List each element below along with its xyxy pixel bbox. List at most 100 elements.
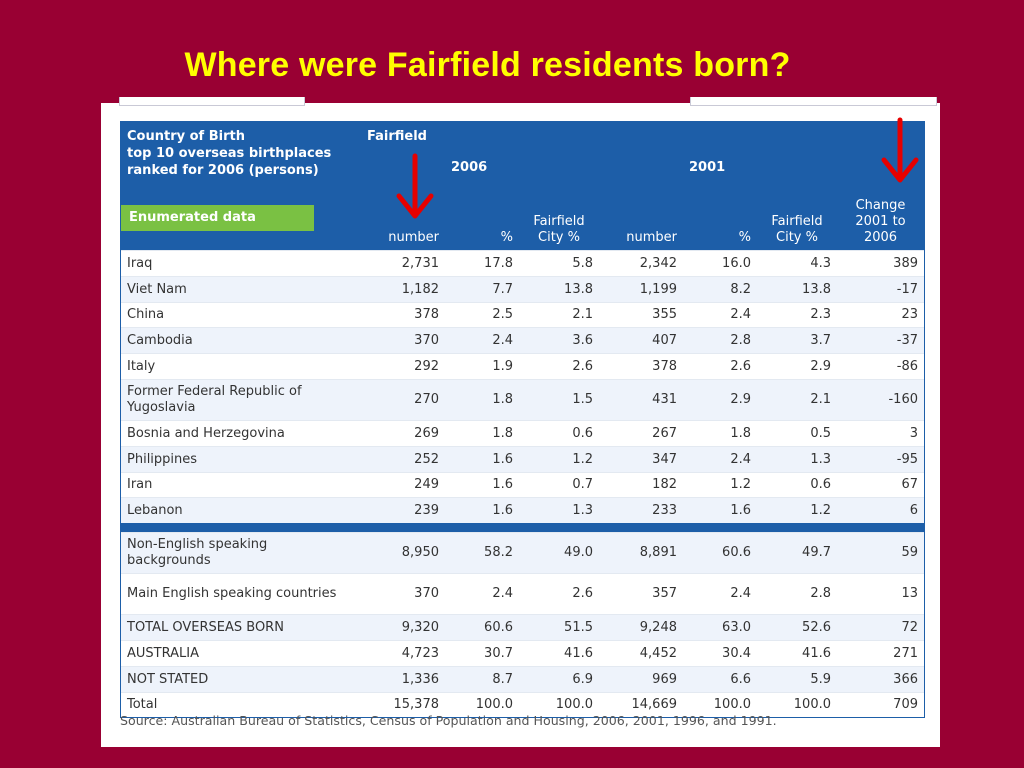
cell-c06: 41.6 [519, 639, 599, 667]
cell-c01: 100.0 [757, 691, 837, 718]
cell-c06: 1.3 [519, 497, 599, 524]
header-title: Country of Birth top 10 overseas birthpl… [121, 122, 361, 190]
cell-p06: 1.6 [445, 497, 519, 524]
cell-n06: 239 [361, 497, 445, 524]
panel-top-strip-right [690, 97, 937, 106]
cell-chg: 389 [837, 250, 924, 277]
cell-c01: 52.6 [757, 614, 837, 641]
cell-n01: 378 [599, 353, 683, 380]
cell-p01: 2.8 [683, 327, 757, 354]
header-year-2006-label: 2006 [451, 160, 488, 175]
cell-chg: 67 [837, 471, 924, 498]
cell-n01: 182 [599, 471, 683, 498]
header-title-line1: Country of Birth [127, 129, 245, 144]
table-header-top: Country of Birth top 10 overseas birthpl… [121, 122, 924, 190]
row-name: Former Federal Republic of Yugoslavia [121, 378, 361, 421]
cell-c06: 100.0 [519, 691, 599, 718]
header-area: Fairfield [361, 122, 445, 190]
cell-c06: 51.5 [519, 614, 599, 641]
cell-p06: 1.8 [445, 378, 519, 421]
cell-p01: 1.6 [683, 497, 757, 524]
cell-c01: 3.7 [757, 327, 837, 354]
cell-p06: 1.6 [445, 471, 519, 498]
cell-n06: 9,320 [361, 614, 445, 641]
cell-c06: 6.9 [519, 665, 599, 693]
cell-n06: 252 [361, 445, 445, 473]
table-row: Total 15,378 100.0 100.0 14,669 100.0 100.0 709 [121, 691, 924, 718]
cell-p01: 2.4 [683, 445, 757, 473]
cell-p06: 8.7 [445, 665, 519, 693]
cell-c01: 4.3 [757, 250, 837, 277]
cell-chg: 3 [837, 419, 924, 447]
cell-chg: -17 [837, 275, 924, 303]
table-row: China 378 2.5 2.1 355 2.4 2.3 23 [121, 301, 924, 328]
cell-p06: 17.8 [445, 250, 519, 277]
row-name: Viet Nam [121, 275, 361, 303]
cell-n06: 1,336 [361, 665, 445, 693]
cell-n01: 233 [599, 497, 683, 524]
table-row: Main English speaking countries 370 2.4 2.6… [121, 573, 924, 615]
cell-c06: 2.6 [519, 573, 599, 615]
table-row: NOT STATED 1,336 8.7 6.9 969 6.6 5.9 366 [121, 665, 924, 693]
cell-p01: 63.0 [683, 614, 757, 641]
table-row: Former Federal Republic of Yugoslavia 270… [121, 378, 924, 421]
row-name: Total [121, 691, 361, 718]
cell-c06: 2.1 [519, 301, 599, 328]
source-note: Source: Australian Bureau of Statistics,… [120, 713, 777, 728]
cell-n06: 370 [361, 573, 445, 615]
header-badge-cell: Enumerated data [121, 190, 361, 251]
cell-p06: 1.6 [445, 445, 519, 473]
cell-n06: 370 [361, 327, 445, 354]
cell-n01: 4,452 [599, 639, 683, 667]
cell-p06: 7.7 [445, 275, 519, 303]
cell-n01: 431 [599, 378, 683, 421]
cell-n01: 357 [599, 573, 683, 615]
cell-p01: 1.8 [683, 419, 757, 447]
row-name: Cambodia [121, 327, 361, 354]
cell-chg: 271 [837, 639, 924, 667]
table-row: Iraq 2,731 17.8 5.8 2,342 16.0 4.3 389 [121, 250, 924, 277]
table-panel: Country of Birth top 10 overseas birthpl… [101, 97, 940, 747]
cell-c06: 13.8 [519, 275, 599, 303]
cell-p01: 2.6 [683, 353, 757, 380]
cell-p01: 6.6 [683, 665, 757, 693]
cell-c01: 0.6 [757, 471, 837, 498]
cell-chg: 709 [837, 691, 924, 718]
cell-n06: 8,950 [361, 532, 445, 574]
row-name: AUSTRALIA [121, 639, 361, 667]
cell-p01: 1.2 [683, 471, 757, 498]
cell-c01: 1.2 [757, 497, 837, 524]
cell-p06: 1.8 [445, 419, 519, 447]
col-percent-2001: % [683, 190, 757, 251]
cell-n01: 8,891 [599, 532, 683, 574]
row-name: Non-English speaking backgrounds [121, 532, 361, 574]
cell-c01: 41.6 [757, 639, 837, 667]
row-name: Philippines [121, 445, 361, 473]
cell-n06: 4,723 [361, 639, 445, 667]
cell-c01: 2.3 [757, 301, 837, 328]
cell-c01: 2.9 [757, 353, 837, 380]
cell-n01: 969 [599, 665, 683, 693]
cell-p01: 8.2 [683, 275, 757, 303]
cell-n01: 9,248 [599, 614, 683, 641]
col-change: Change 2001 to 2006 [837, 190, 924, 251]
cell-n01: 2,342 [599, 250, 683, 277]
table-row: Italy 292 1.9 2.6 378 2.6 2.9 -86 [121, 353, 924, 380]
row-name: China [121, 301, 361, 328]
cell-c01: 13.8 [757, 275, 837, 303]
col-number-2001: number [599, 190, 683, 251]
row-name: Iran [121, 471, 361, 498]
cell-c06: 0.7 [519, 471, 599, 498]
row-name: Lebanon [121, 497, 361, 524]
enumerated-data-badge: Enumerated data [121, 205, 314, 231]
cell-c01: 1.3 [757, 445, 837, 473]
cell-p01: 100.0 [683, 691, 757, 718]
slide-title: Where were Fairfield residents born? [184, 46, 791, 84]
row-name: TOTAL OVERSEAS BORN [121, 614, 361, 641]
cell-n06: 15,378 [361, 691, 445, 718]
cell-n06: 269 [361, 419, 445, 447]
red-down-arrow-icon [881, 117, 919, 183]
cell-chg: 59 [837, 532, 924, 574]
cell-chg: -160 [837, 378, 924, 421]
table-row: AUSTRALIA 4,723 30.7 41.6 4,452 30.4 41.6 271 [121, 639, 924, 667]
